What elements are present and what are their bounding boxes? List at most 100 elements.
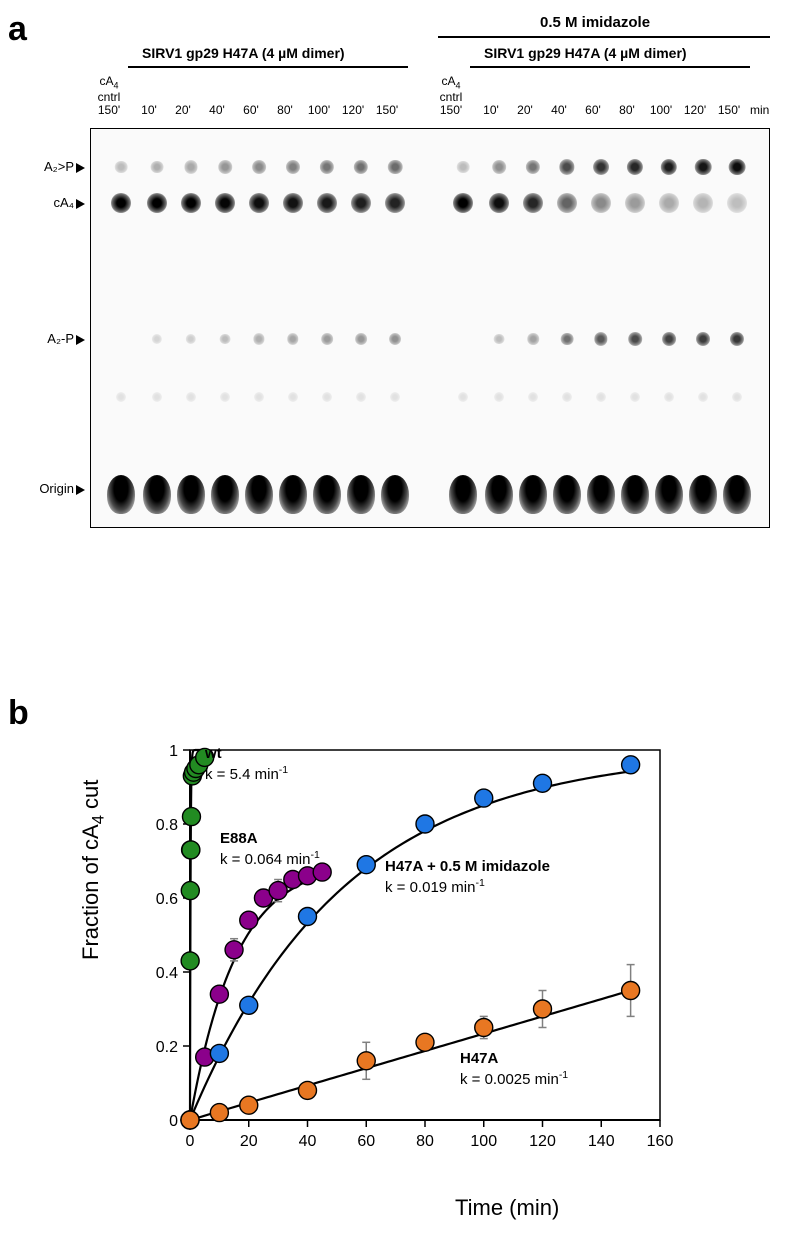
band-label-a2p: A₂-P <box>25 331 85 346</box>
gel-spot <box>218 160 232 174</box>
gel-spot <box>356 392 366 402</box>
gel-spot <box>627 159 643 175</box>
chart-panel-b: 02040608010012014016000.20.40.60.81 <box>130 740 690 1170</box>
gel-spot <box>723 475 751 514</box>
lane-label-time: 20' <box>508 75 542 118</box>
lane-label-time: 60' <box>576 75 610 118</box>
gel-spot <box>283 193 303 213</box>
series-annotation-wt: wtk = 5.4 min-1 <box>205 745 288 785</box>
gel-spot <box>458 392 468 402</box>
gel-spot <box>489 193 509 213</box>
lane-label-unit: min <box>750 75 769 118</box>
gel-spot <box>596 392 606 402</box>
gel-spot <box>152 334 162 344</box>
gel-spot <box>698 392 708 402</box>
band-label-origin: Origin <box>25 481 85 496</box>
lane-label-time: 10' <box>474 75 508 118</box>
lane-label-time: 150' <box>712 75 746 118</box>
gel-spot <box>320 160 334 174</box>
x-axis-label: Time (min) <box>455 1195 559 1221</box>
gel-spot <box>449 475 477 514</box>
lane-label-time: 10' <box>132 75 166 118</box>
svg-text:40: 40 <box>299 1133 317 1150</box>
gel-spot <box>249 193 269 213</box>
svg-text:140: 140 <box>588 1133 615 1150</box>
svg-text:0: 0 <box>186 1133 195 1150</box>
svg-text:160: 160 <box>647 1133 674 1150</box>
gel-spot <box>559 159 574 174</box>
series-annotation-H47A: H47Ak = 0.0025 min-1 <box>460 1050 568 1090</box>
gel-spot <box>253 333 264 344</box>
gel-spot <box>347 475 375 514</box>
gel-spot <box>322 392 332 402</box>
gel-spot <box>528 392 538 402</box>
gel-spot <box>252 160 266 174</box>
gel-spot <box>220 392 230 402</box>
chart-svg: 02040608010012014016000.20.40.60.81 <box>130 740 690 1170</box>
gel-spot <box>321 333 333 345</box>
svg-text:0.2: 0.2 <box>156 1039 178 1056</box>
gel-spot <box>519 475 547 514</box>
series-annotation-H47A_imid: H47A + 0.5 M imidazolek = 0.019 min-1 <box>385 858 550 898</box>
gel-spot <box>591 193 611 213</box>
lane-label-time: 150' <box>370 75 404 118</box>
gel-spot <box>211 475 239 514</box>
panel-a-label: a <box>8 10 27 49</box>
gel-spot <box>523 193 543 213</box>
gel-image: A₂>P cA₄ A₂-P Origin <box>90 128 770 528</box>
gel-spot <box>220 334 231 345</box>
gel-spot <box>594 332 607 345</box>
gel-spot <box>587 475 615 514</box>
gel-spot <box>457 161 470 174</box>
gel-spot <box>107 475 135 514</box>
gel-spot <box>111 193 131 213</box>
lane-label-time: 40' <box>542 75 576 118</box>
band-label-a2gtp: A₂>P <box>25 159 85 174</box>
svg-text:120: 120 <box>529 1133 556 1150</box>
gel-spot <box>729 159 746 176</box>
svg-text:60: 60 <box>357 1133 375 1150</box>
gel-spot <box>381 475 409 514</box>
gel-spot <box>186 334 196 344</box>
imidazole-header-rule <box>438 36 770 38</box>
svg-text:0.8: 0.8 <box>156 817 178 834</box>
gel-spot <box>215 193 235 213</box>
svg-text:0.6: 0.6 <box>156 891 178 908</box>
lane-label-time: 120' <box>336 75 370 118</box>
gel-spot <box>147 193 167 213</box>
lane-label-ctrl: cA4cntrl150' <box>432 75 470 118</box>
lane-label-time: 60' <box>234 75 268 118</box>
svg-text:100: 100 <box>470 1133 497 1150</box>
gel-spot <box>628 332 642 346</box>
gel-spot <box>661 159 677 175</box>
gel-spot <box>625 193 645 213</box>
gel-spot <box>254 392 264 402</box>
gel-spot <box>288 392 298 402</box>
gel-spot <box>553 475 581 514</box>
gel-spot <box>116 392 126 402</box>
protein-header-1: SIRV1 gp29 H47A (4 µM dimer) <box>142 45 345 61</box>
protein-header-rule-2 <box>470 66 750 68</box>
svg-text:20: 20 <box>240 1133 258 1150</box>
gel-spot <box>354 160 368 174</box>
lane-label-time: 80' <box>268 75 302 118</box>
gel-spot <box>693 193 713 213</box>
gel-spot <box>557 193 577 213</box>
gel-spot <box>390 392 400 402</box>
gel-spot <box>313 475 341 514</box>
svg-text:80: 80 <box>416 1133 434 1150</box>
gel-spot <box>351 193 371 213</box>
gel-spot <box>527 333 539 345</box>
gel-spot <box>453 193 473 213</box>
gel-spot <box>593 159 609 175</box>
gel-spot <box>115 161 128 174</box>
gel-spot <box>389 333 401 345</box>
imidazole-header: 0.5 M imidazole <box>540 14 650 31</box>
gel-spot <box>730 332 744 346</box>
gel-spot <box>385 193 405 213</box>
gel-spot <box>184 160 197 173</box>
gel-spot <box>143 475 171 514</box>
gel-spot <box>562 392 572 402</box>
protein-header-rule-1 <box>128 66 408 68</box>
gel-spot <box>732 392 742 402</box>
